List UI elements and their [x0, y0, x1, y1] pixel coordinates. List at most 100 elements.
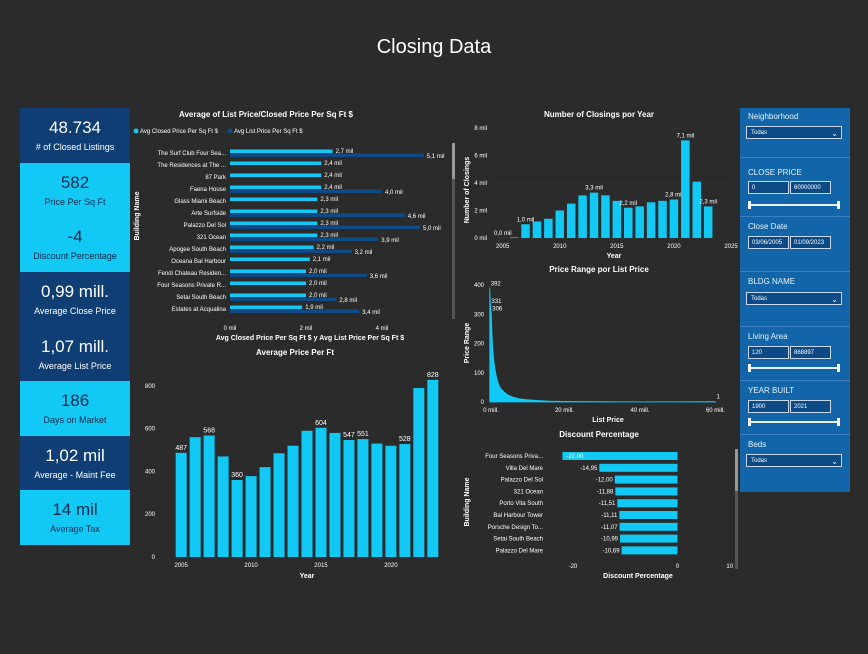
bar — [189, 437, 201, 557]
bar-list — [230, 189, 382, 193]
data-label: 7,1 mil — [677, 133, 695, 139]
bar — [371, 443, 383, 557]
area-series — [489, 287, 716, 403]
tick-label: 2020 — [384, 563, 398, 569]
chevron-down-icon: ⌄ — [831, 295, 838, 304]
slider-handle-min[interactable] — [748, 418, 751, 426]
category-label: Bal Harbour Tower — [493, 513, 543, 519]
tick-label: 0 — [676, 564, 680, 570]
bldg-name-value: Todas — [751, 296, 768, 302]
tick-label: 200 — [474, 342, 485, 348]
bar — [385, 445, 397, 557]
tick-label: 10 — [726, 564, 733, 570]
category-label: Palazzo Del Sol — [184, 223, 226, 229]
close-date-from-input[interactable]: 03/06/2005 — [748, 236, 789, 249]
chart-title: Average of List Price/Closed Price Per S… — [179, 110, 354, 119]
beds-dropdown[interactable]: Todas ⌄ — [746, 454, 842, 467]
kpi-card: 582 Price Per Sq Ft — [20, 162, 130, 218]
bar-closed — [230, 293, 306, 297]
scrollbar — [452, 143, 455, 319]
data-label: 2,0 mil — [309, 269, 327, 275]
category-label: Estates at Acqualina — [172, 307, 227, 313]
year-built-slider[interactable] — [748, 418, 840, 426]
year-built-min-input[interactable]: 1900 — [748, 400, 789, 413]
kpi-card: 1,07 mill. Average List Price — [20, 326, 130, 381]
bar-closed — [230, 209, 318, 213]
bar — [413, 387, 425, 557]
bar — [509, 237, 519, 238]
chevron-down-icon: ⌄ — [831, 457, 838, 466]
data-label: 2,2 mil — [619, 201, 637, 207]
kpi-label: Price Per Sq Ft — [44, 196, 106, 207]
kpi-card: 0,99 mill. Average Close Price — [20, 271, 130, 327]
tick-label: 2010 — [553, 244, 567, 250]
bar-closed — [230, 197, 318, 201]
dashboard-title: Closing Data — [376, 36, 492, 58]
category-label: Setai South Beach — [176, 295, 226, 301]
close-price-slider[interactable] — [748, 201, 840, 209]
data-label: 2,8 mil — [339, 298, 357, 304]
bar — [646, 202, 656, 238]
data-label: 551 — [357, 431, 369, 438]
kpi-card: 48.734 # of Closed Listings — [20, 108, 130, 163]
close-price-max-input[interactable]: 60000000 — [790, 181, 831, 194]
data-label: -10,69 — [603, 548, 621, 554]
slider-handle-max[interactable] — [837, 418, 840, 426]
slider-handle-max[interactable] — [837, 201, 840, 209]
bar-list — [230, 309, 360, 313]
data-label: 2,0 mil — [309, 281, 327, 287]
year-built-max-input[interactable]: 2021 — [790, 400, 831, 413]
bar — [315, 427, 327, 557]
bar — [427, 379, 439, 557]
slider-handle-max[interactable] — [837, 364, 840, 372]
slider-handle-min[interactable] — [748, 364, 751, 372]
kpi-value: 1,07 mill. — [40, 336, 110, 356]
data-label: 5,0 mil — [423, 226, 441, 232]
bar — [612, 200, 622, 238]
tick-label: 0 mil — [224, 326, 237, 332]
data-label: 2,4 mil — [324, 161, 342, 167]
neighborhood-dropdown[interactable]: Todas ⌄ — [746, 126, 842, 139]
tick-label: 400 — [145, 469, 156, 475]
category-label: The Residences at The ... — [157, 163, 226, 169]
tick-label: 800 — [145, 384, 156, 390]
chevron-down-icon: ⌄ — [831, 129, 838, 138]
legend-label: Avg List Price Per Sq Ft $ — [234, 129, 303, 135]
kpi-label: Average - Maint Fee — [34, 469, 116, 480]
tick-label: 0 — [152, 555, 156, 561]
category-label: 321 Ocean — [514, 489, 543, 495]
axis-title: Number of Closings — [464, 157, 471, 224]
kpi-label: Days on Market — [43, 415, 107, 426]
close-date-title: Close Date — [748, 222, 788, 231]
bar — [329, 432, 341, 557]
bar-closed — [230, 233, 318, 237]
close-price-min-input[interactable]: 0 — [748, 181, 789, 194]
bldg-name-dropdown[interactable]: Todas ⌄ — [746, 292, 842, 305]
kpi-label: Discount Percentage — [33, 251, 117, 262]
category-label: 321 Ocean — [197, 235, 226, 241]
data-label: 1 — [716, 395, 720, 401]
bar-list — [230, 153, 424, 157]
living-area-slider[interactable] — [748, 364, 840, 372]
divider — [740, 326, 850, 327]
category-label: The Surf Club Four Sea... — [158, 151, 227, 157]
chart-title: Discount Percentage — [559, 430, 639, 439]
divider — [740, 434, 850, 435]
axis-title: Discount Percentage — [603, 573, 673, 580]
data-label: -11,51 — [599, 501, 616, 507]
living-area-max-input[interactable]: 868897 — [790, 346, 831, 359]
bar-list — [230, 249, 352, 253]
axis-title: Building Name — [134, 191, 141, 240]
kpi-value: 582 — [60, 172, 90, 192]
data-label: -10,99 — [601, 537, 619, 543]
data-label: 392 — [491, 281, 502, 287]
filter-panel: Neighborhood Todas ⌄ CLOSE PRICE 0 60000… — [740, 108, 850, 492]
slider-handle-min[interactable] — [748, 201, 751, 209]
neighborhood-title: Neighborhood — [748, 112, 799, 121]
bar — [287, 445, 299, 557]
living-area-min-input[interactable]: 120 — [748, 346, 789, 359]
close-date-to-input[interactable]: 01/09/2023 — [790, 236, 831, 249]
data-label: -11,11 — [601, 513, 618, 519]
kpi-label: Average Tax — [50, 524, 100, 535]
bar — [357, 439, 369, 557]
